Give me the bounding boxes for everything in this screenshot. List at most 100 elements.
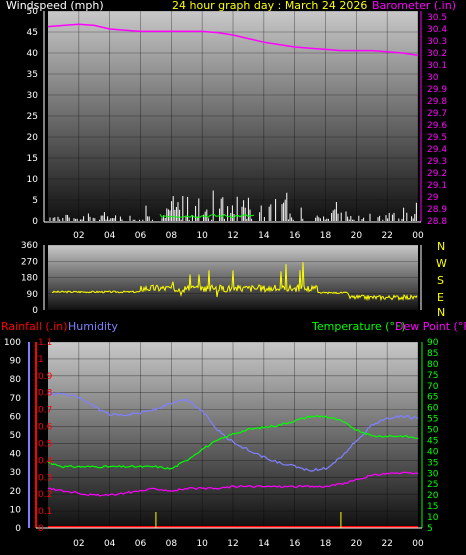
temp-tick-label: 30: [427, 469, 439, 479]
chart-title: 24 hour graph day : March 24 2026: [172, 0, 367, 12]
humidity-axis-label: Humidity: [68, 320, 118, 333]
baro-tick-label: 28.9: [427, 205, 447, 215]
direction-line: [51, 262, 418, 302]
compass-s: S: [437, 274, 444, 287]
humidity-tick-label: 10: [10, 505, 22, 515]
barometer-line: [47, 23, 419, 57]
baro-tick-label: 30.4: [427, 25, 447, 35]
hour-tick-label: 16: [289, 231, 301, 241]
baro-tick-label: 30.3: [427, 37, 447, 47]
wind-tick-label: 40: [27, 49, 39, 59]
baro-tick-label: 29.2: [427, 169, 447, 179]
baro-tick-label: 29.7: [427, 109, 447, 119]
temp-tick-label: 25: [427, 480, 438, 490]
direction-tick-label: 180: [21, 274, 38, 284]
axis-lines: [28, 11, 423, 529]
hour-tick-label: 00: [412, 539, 424, 549]
hour-tick-label: 12: [227, 231, 238, 241]
baro-tick-label: 30.2: [427, 49, 447, 59]
rain-tick-label: 0.9: [38, 372, 53, 382]
temp-tick-label: 50: [427, 426, 439, 436]
baro-tick-label: 29.4: [427, 145, 447, 155]
rain-bars: [48, 512, 418, 528]
hour-tick-label: 02: [73, 231, 84, 241]
rain-tick-label: 0.3: [38, 473, 52, 483]
humidity-tick-label: 70: [10, 394, 22, 404]
wind-tick-label: 45: [27, 28, 38, 38]
rain-tick-label: 0.6: [38, 423, 53, 433]
baro-tick-label: 30: [427, 73, 439, 83]
baro-tick-label: 29.6: [427, 121, 447, 131]
temp-tick-label: 20: [427, 491, 439, 501]
hour-tick-label: 06: [135, 231, 147, 241]
hour-tick-label: 12: [227, 539, 238, 549]
baro-tick-label: 29.1: [427, 181, 447, 191]
hour-tick-label: 18: [320, 539, 332, 549]
rain-tick-label: 0.5: [38, 439, 52, 449]
humidity-tick-label: 80: [10, 375, 22, 385]
humidity-tick-label: 60: [10, 412, 22, 422]
hour-tick-label: 20: [351, 539, 363, 549]
temp-tick-label: 10: [427, 513, 439, 523]
hour-tick-label: 04: [104, 231, 116, 241]
direction-tick-label: 90: [27, 290, 39, 300]
humidity-tick-label: 30: [10, 468, 22, 478]
baro-tick-label: 29.9: [427, 85, 447, 95]
humidity-tick-label: 0: [15, 524, 21, 534]
temp-tick-label: 85: [427, 349, 438, 359]
tick-labels: 0510152025303540455028.828.92929.129.229…: [4, 7, 448, 549]
compass-e: E: [437, 291, 444, 304]
wind-tick-label: 25: [27, 112, 38, 122]
humidity-tick-label: 50: [10, 431, 22, 441]
humidity-tick-label: 100: [4, 338, 21, 348]
baro-tick-label: 30.1: [427, 61, 447, 71]
baro-tick-label: 29: [427, 193, 439, 203]
rain-tick-label: 1.1: [38, 338, 52, 348]
temp-tick-label: 75: [427, 371, 438, 381]
temp-tick-label: 65: [427, 393, 438, 403]
temp-tick-label: 45: [427, 436, 438, 446]
temp-tick-label: 40: [427, 447, 439, 457]
humidity-tick-label: 20: [10, 487, 22, 497]
compass-w: W: [436, 257, 447, 270]
hour-tick-label: 22: [381, 539, 392, 549]
hour-tick-label: 18: [320, 231, 332, 241]
rain-tick-label: 0.2: [38, 490, 52, 500]
wind-tick-label: 20: [27, 133, 39, 143]
compass-n-top: N: [437, 240, 445, 253]
wind-tick-label: 30: [27, 91, 39, 101]
wind-tick-label: 10: [27, 175, 39, 185]
average-wind-line: [159, 213, 255, 219]
temp-tick-label: 60: [427, 404, 439, 414]
temp-tick-label: 15: [427, 502, 438, 512]
direction-trace: [51, 262, 418, 302]
temp-tick-label: 90: [427, 338, 439, 348]
hour-tick-label: 06: [135, 539, 147, 549]
baro-tick-label: 30.5: [427, 13, 447, 23]
wind-tick-label: 5: [32, 196, 38, 206]
temp-tick-label: 55: [427, 415, 438, 425]
hour-tick-label: 14: [258, 539, 270, 549]
hour-tick-label: 20: [351, 231, 363, 241]
direction-tick-label: 270: [21, 257, 38, 267]
rain-tick-label: 0: [38, 524, 44, 534]
hour-tick-label: 14: [258, 231, 270, 241]
hour-tick-label: 08: [166, 231, 178, 241]
rain-tick-label: 0.8: [38, 389, 53, 399]
baro-tick-label: 29.5: [427, 133, 447, 143]
temp-tick-label: 80: [427, 360, 439, 370]
temperature-line: [47, 415, 418, 470]
windspeed-axis-label: Windspeed (mph): [6, 0, 104, 12]
hour-tick-label: 08: [166, 539, 178, 549]
wind-bars: [49, 190, 417, 221]
humidity-line: [47, 392, 419, 472]
wind-tick-label: 50: [27, 7, 39, 17]
direction-tick-label: 360: [21, 241, 38, 251]
rainfall-axis-label: Rainfall (.in): [1, 320, 68, 333]
hour-tick-label: 02: [73, 539, 84, 549]
dew-point-axis-label: Dew Point (°F): [395, 320, 466, 333]
direction-tick-label: 0: [32, 306, 38, 316]
dew-point-line: [47, 471, 419, 497]
hour-tick-label: 04: [104, 539, 116, 549]
temp-tick-label: 5: [427, 524, 433, 534]
